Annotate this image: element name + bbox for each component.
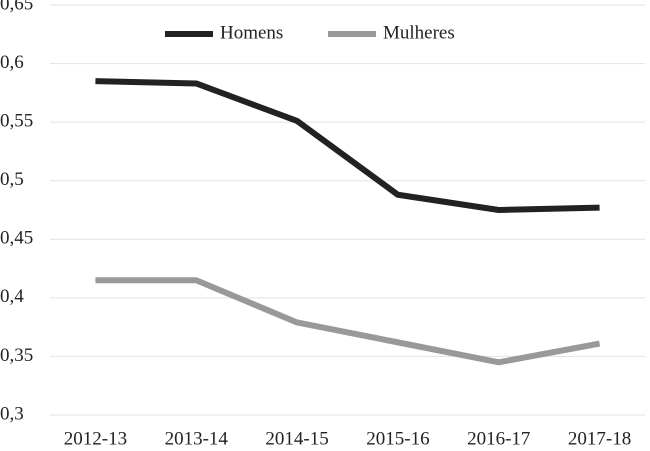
y-tick-label: 0,65: [0, 0, 33, 14]
y-tick-label: 0,5: [0, 169, 24, 190]
series-line: [95, 78, 600, 213]
x-tick-label: 2014-15: [265, 428, 328, 449]
y-tick-label: 0,4: [0, 286, 24, 307]
y-tick-label: 0,3: [0, 403, 24, 424]
y-tick-label: 0,45: [0, 228, 33, 249]
x-tick-label: 2012-13: [64, 428, 127, 449]
x-tick-label: 2013-14: [165, 428, 229, 449]
x-tick-label: 2015-16: [366, 428, 429, 449]
y-tick-label: 0,35: [0, 345, 33, 366]
x-tick-label: 2017-18: [568, 428, 631, 449]
legend-label: Homens: [220, 22, 283, 43]
legend-label: Mulheres: [383, 22, 455, 43]
y-tick-label: 0,55: [0, 111, 33, 132]
y-tick-label: 0,6: [0, 52, 24, 73]
series-line: [95, 277, 601, 366]
x-tick-label: 2016-17: [467, 428, 530, 449]
